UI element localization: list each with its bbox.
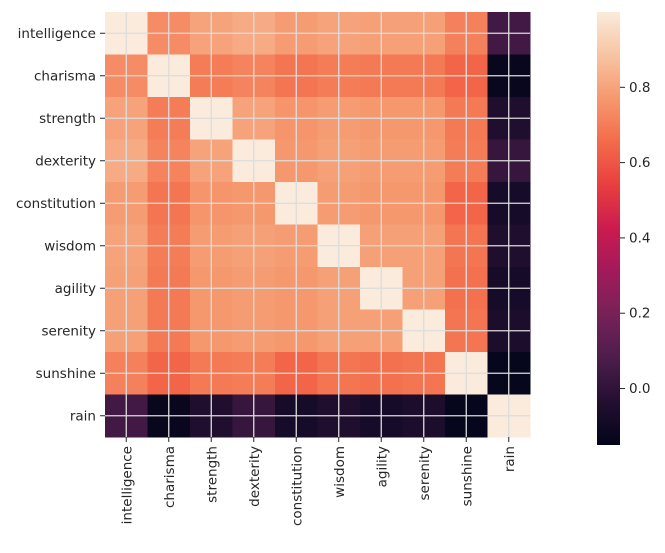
row-label-sunshine: sunshine	[36, 366, 96, 382]
grid-lines	[105, 12, 530, 437]
row-label-charisma: charisma	[34, 68, 96, 84]
column-label-constitution: constitution	[289, 446, 305, 526]
column-label-strength: strength	[204, 446, 220, 503]
column-label-intelligence: intelligence	[119, 446, 135, 524]
colorbar-tick-label: 0.4	[629, 230, 650, 246]
colorbar-tick-label: 0.2	[629, 306, 650, 322]
colorbar: 0.0 0.2 0.4 0.6 0.8	[597, 12, 650, 445]
row-label-dexterity: dexterity	[35, 153, 96, 169]
column-label-agility: agility	[374, 446, 390, 487]
row-label-wisdom: wisdom	[44, 238, 96, 254]
colorbar-tick-label: 0.8	[629, 80, 650, 96]
row-tick-labels: intelligence charisma strength dexterity con…	[16, 26, 105, 424]
column-label-rain: rain	[502, 446, 518, 472]
row-label-serenity: serenity	[42, 323, 97, 339]
row-label-constitution: constitution	[16, 196, 96, 212]
row-label-rain: rain	[70, 408, 96, 424]
column-label-wisdom: wisdom	[332, 446, 348, 498]
colorbar-tick-label: 0.0	[629, 381, 650, 397]
column-label-dexterity: dexterity	[247, 446, 263, 507]
column-label-sunshine: sunshine	[459, 446, 475, 506]
colorbar-gradient	[597, 12, 620, 445]
row-label-agility: agility	[55, 281, 96, 297]
column-label-serenity: serenity	[417, 446, 433, 501]
column-tick-labels: intelligence charisma strength dexterity con…	[119, 437, 518, 526]
row-label-strength: strength	[39, 111, 96, 127]
row-label-intelligence: intelligence	[18, 26, 96, 42]
column-label-charisma: charisma	[162, 446, 178, 508]
colorbar-tick-label: 0.6	[629, 155, 650, 171]
